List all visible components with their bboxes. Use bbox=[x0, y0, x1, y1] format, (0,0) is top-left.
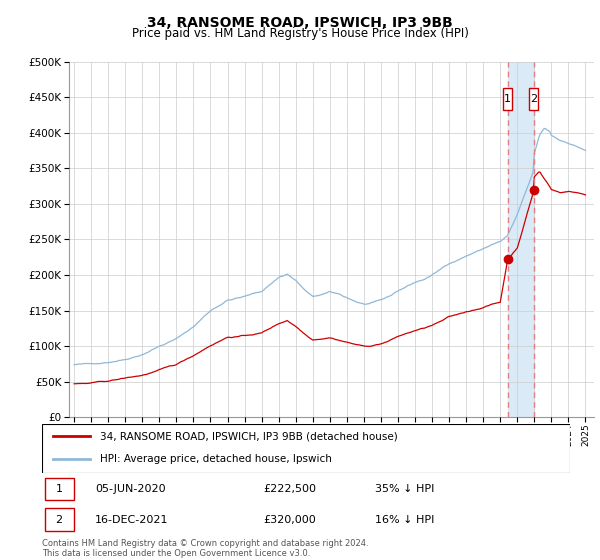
Text: HPI: Average price, detached house, Ipswich: HPI: Average price, detached house, Ipsw… bbox=[100, 454, 332, 464]
FancyBboxPatch shape bbox=[503, 88, 512, 110]
Bar bbox=[508, 62, 533, 417]
Text: 35% ↓ HPI: 35% ↓ HPI bbox=[374, 484, 434, 494]
Text: 16% ↓ HPI: 16% ↓ HPI bbox=[374, 515, 434, 525]
Text: £222,500: £222,500 bbox=[264, 484, 317, 494]
Text: 05-JUN-2020: 05-JUN-2020 bbox=[95, 484, 166, 494]
Text: 34, RANSOME ROAD, IPSWICH, IP3 9BB: 34, RANSOME ROAD, IPSWICH, IP3 9BB bbox=[147, 16, 453, 30]
Text: £320,000: £320,000 bbox=[264, 515, 317, 525]
FancyBboxPatch shape bbox=[44, 478, 74, 500]
Text: Contains HM Land Registry data © Crown copyright and database right 2024.
This d: Contains HM Land Registry data © Crown c… bbox=[42, 539, 368, 558]
Text: 2: 2 bbox=[530, 94, 537, 104]
Text: 2: 2 bbox=[56, 515, 63, 525]
FancyBboxPatch shape bbox=[44, 508, 74, 531]
Text: 1: 1 bbox=[56, 484, 62, 494]
Text: Price paid vs. HM Land Registry's House Price Index (HPI): Price paid vs. HM Land Registry's House … bbox=[131, 27, 469, 40]
Text: 1: 1 bbox=[504, 94, 511, 104]
Text: 16-DEC-2021: 16-DEC-2021 bbox=[95, 515, 168, 525]
FancyBboxPatch shape bbox=[529, 88, 538, 110]
Text: 34, RANSOME ROAD, IPSWICH, IP3 9BB (detached house): 34, RANSOME ROAD, IPSWICH, IP3 9BB (deta… bbox=[100, 431, 398, 441]
